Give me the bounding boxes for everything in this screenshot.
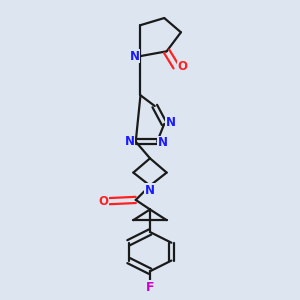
- Text: O: O: [177, 60, 187, 73]
- Text: N: N: [166, 116, 176, 129]
- Text: O: O: [99, 195, 109, 208]
- Text: N: N: [158, 136, 168, 149]
- Text: N: N: [145, 184, 155, 197]
- Text: N: N: [130, 50, 140, 63]
- Text: F: F: [146, 281, 154, 294]
- Text: N: N: [125, 135, 135, 148]
